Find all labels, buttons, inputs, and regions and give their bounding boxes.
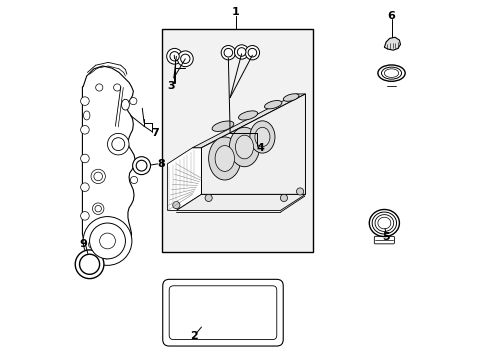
Circle shape bbox=[96, 84, 102, 91]
Circle shape bbox=[130, 176, 137, 184]
Ellipse shape bbox=[180, 54, 190, 63]
Text: 3: 3 bbox=[166, 81, 174, 91]
Text: 6: 6 bbox=[387, 11, 395, 21]
Circle shape bbox=[81, 126, 89, 134]
Circle shape bbox=[204, 194, 212, 202]
Ellipse shape bbox=[215, 145, 234, 171]
Ellipse shape bbox=[212, 121, 233, 131]
Ellipse shape bbox=[244, 45, 259, 60]
Circle shape bbox=[113, 84, 121, 91]
Ellipse shape bbox=[75, 250, 104, 279]
Ellipse shape bbox=[136, 160, 147, 171]
Circle shape bbox=[102, 252, 110, 259]
Text: 7: 7 bbox=[151, 129, 159, 138]
Ellipse shape bbox=[247, 48, 256, 57]
Text: 9: 9 bbox=[79, 239, 87, 249]
Ellipse shape bbox=[107, 134, 129, 155]
Ellipse shape bbox=[224, 48, 232, 57]
Text: 1: 1 bbox=[231, 7, 239, 17]
Ellipse shape bbox=[235, 135, 253, 159]
Ellipse shape bbox=[95, 206, 101, 212]
Ellipse shape bbox=[89, 223, 125, 259]
Circle shape bbox=[172, 202, 180, 209]
Ellipse shape bbox=[238, 111, 257, 120]
Ellipse shape bbox=[121, 99, 129, 110]
Ellipse shape bbox=[94, 227, 121, 255]
Text: 8: 8 bbox=[157, 159, 165, 169]
Ellipse shape bbox=[249, 121, 274, 153]
Ellipse shape bbox=[283, 94, 298, 101]
Circle shape bbox=[280, 194, 287, 202]
Ellipse shape bbox=[381, 67, 401, 79]
Circle shape bbox=[129, 98, 137, 105]
Ellipse shape bbox=[264, 100, 281, 109]
Ellipse shape bbox=[208, 137, 241, 180]
Ellipse shape bbox=[132, 157, 150, 175]
Ellipse shape bbox=[177, 51, 193, 67]
Ellipse shape bbox=[80, 254, 100, 274]
Ellipse shape bbox=[169, 51, 179, 61]
Ellipse shape bbox=[221, 45, 235, 60]
Ellipse shape bbox=[166, 48, 182, 64]
Text: 5: 5 bbox=[382, 232, 389, 242]
Polygon shape bbox=[167, 148, 201, 211]
Circle shape bbox=[88, 241, 96, 248]
Text: 4: 4 bbox=[256, 143, 264, 153]
Circle shape bbox=[81, 183, 89, 192]
Text: 2: 2 bbox=[189, 331, 197, 341]
Bar bbox=[162, 30, 312, 252]
Ellipse shape bbox=[92, 203, 104, 215]
Ellipse shape bbox=[100, 233, 115, 249]
Circle shape bbox=[81, 212, 89, 220]
Polygon shape bbox=[201, 94, 305, 194]
Ellipse shape bbox=[229, 127, 259, 167]
Ellipse shape bbox=[112, 138, 124, 150]
Ellipse shape bbox=[377, 65, 405, 81]
Circle shape bbox=[81, 154, 89, 163]
Ellipse shape bbox=[254, 127, 269, 147]
Circle shape bbox=[81, 97, 89, 105]
FancyBboxPatch shape bbox=[163, 279, 283, 346]
Polygon shape bbox=[82, 66, 135, 258]
Ellipse shape bbox=[94, 172, 102, 181]
Polygon shape bbox=[176, 194, 305, 211]
Ellipse shape bbox=[234, 45, 248, 59]
Polygon shape bbox=[192, 94, 305, 148]
Ellipse shape bbox=[384, 69, 398, 77]
Ellipse shape bbox=[91, 169, 105, 184]
Ellipse shape bbox=[83, 111, 90, 120]
FancyBboxPatch shape bbox=[169, 286, 276, 339]
FancyBboxPatch shape bbox=[373, 236, 394, 244]
Ellipse shape bbox=[83, 217, 132, 265]
Ellipse shape bbox=[237, 48, 245, 56]
Circle shape bbox=[296, 188, 303, 195]
Polygon shape bbox=[384, 37, 400, 50]
